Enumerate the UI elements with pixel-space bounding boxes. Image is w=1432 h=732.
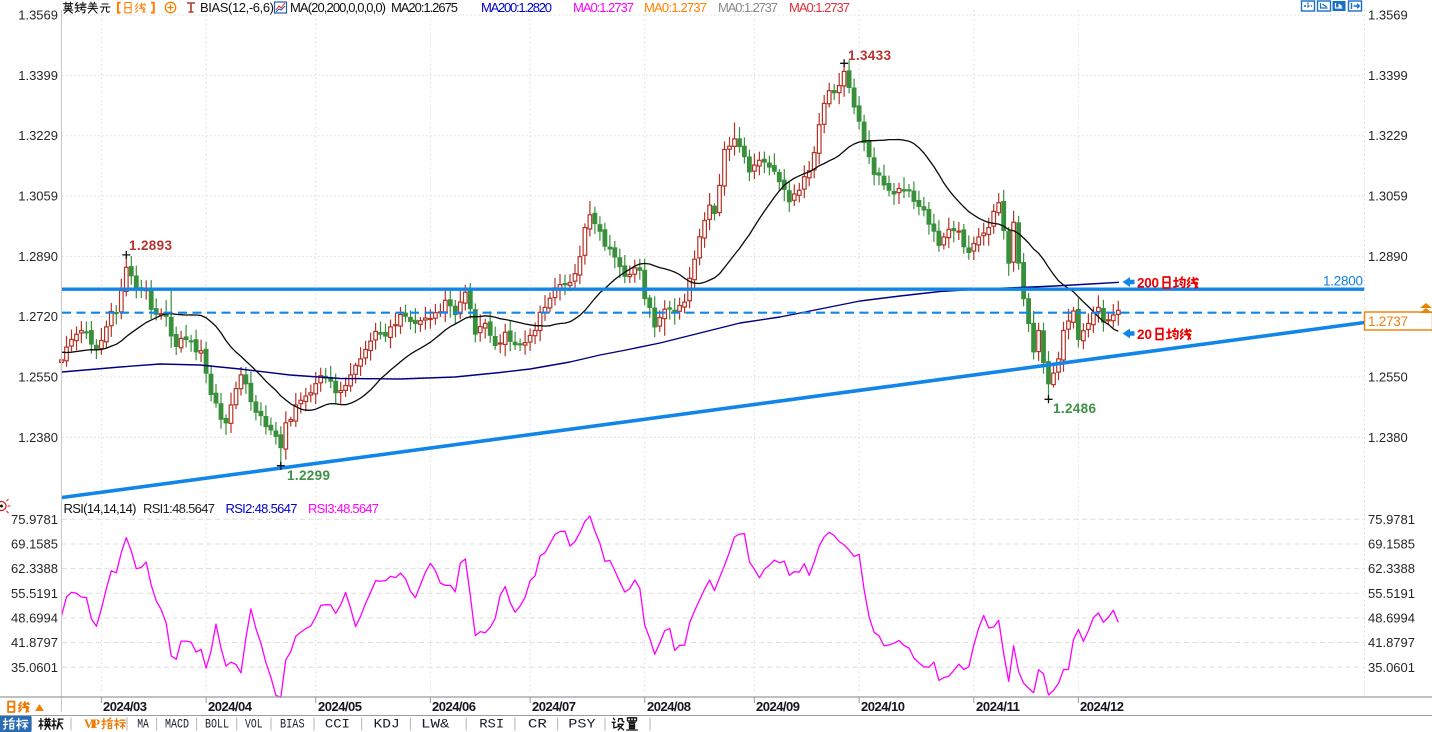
svg-text:1.2800: 1.2800 — [1323, 274, 1363, 289]
svg-text:1.2380: 1.2380 — [1368, 430, 1408, 445]
svg-text:PSY: PSY — [568, 717, 596, 732]
svg-text:35.0601: 35.0601 — [11, 660, 58, 675]
svg-text:MA20:1.2675: MA20:1.2675 — [391, 0, 458, 15]
svg-text:41.8797: 41.8797 — [11, 635, 58, 650]
svg-text:1.2737: 1.2737 — [1368, 314, 1408, 329]
svg-text:200: 200 — [1137, 276, 1159, 291]
svg-text:1.3229: 1.3229 — [1368, 128, 1408, 143]
svg-text:1.2380: 1.2380 — [18, 430, 58, 445]
svg-text:MACD: MACD — [165, 717, 189, 732]
svg-text:1.2550: 1.2550 — [1368, 370, 1408, 385]
svg-text:RSI2:48.5647: RSI2:48.5647 — [226, 501, 298, 516]
svg-text:2024/05: 2024/05 — [318, 699, 362, 714]
svg-text:KDJ: KDJ — [374, 717, 400, 732]
svg-text:2024/04: 2024/04 — [208, 699, 253, 714]
svg-text:1.3399: 1.3399 — [18, 68, 58, 83]
svg-text:2024/07: 2024/07 — [532, 699, 576, 714]
svg-text:MA(20,200,0,0,0,0): MA(20,200,0,0,0,0) — [290, 0, 386, 15]
svg-text:35.0601: 35.0601 — [1368, 660, 1415, 675]
svg-text:RSI1:48.5647: RSI1:48.5647 — [143, 501, 215, 516]
svg-text:2024/11: 2024/11 — [976, 699, 1020, 714]
svg-text:CR: CR — [528, 717, 547, 732]
svg-text:MA0:1.2737: MA0:1.2737 — [789, 0, 850, 15]
svg-text:LW&: LW& — [421, 717, 450, 732]
svg-text:BOLL: BOLL — [205, 717, 229, 732]
svg-text:2024/10: 2024/10 — [861, 699, 905, 714]
svg-text:1.2299: 1.2299 — [287, 468, 330, 483]
svg-text:RSI: RSI — [479, 717, 504, 732]
svg-text:69.1585: 69.1585 — [11, 537, 58, 552]
svg-text:RSI(14,14,14): RSI(14,14,14) — [64, 501, 137, 516]
svg-text:VIP: VIP — [84, 717, 100, 731]
svg-text:1.2486: 1.2486 — [1053, 401, 1096, 416]
svg-text:62.3388: 62.3388 — [11, 561, 58, 576]
svg-text:48.6994: 48.6994 — [11, 610, 58, 625]
svg-text:55.5191: 55.5191 — [1368, 586, 1415, 601]
svg-text:1.2550: 1.2550 — [18, 370, 58, 385]
svg-text:1.3059: 1.3059 — [18, 189, 58, 204]
svg-text:75.9781: 75.9781 — [11, 512, 58, 527]
svg-text:1.3569: 1.3569 — [1368, 8, 1408, 23]
svg-text:75.9781: 75.9781 — [1368, 512, 1415, 527]
svg-text:MA0:1.2737: MA0:1.2737 — [718, 0, 778, 15]
svg-text:41.8797: 41.8797 — [1368, 635, 1415, 650]
svg-text:VOL: VOL — [245, 717, 263, 732]
svg-text:1.2890: 1.2890 — [18, 249, 58, 264]
svg-text:MA: MA — [137, 717, 149, 732]
svg-text:2024/08: 2024/08 — [647, 699, 691, 714]
svg-text:1.3059: 1.3059 — [1368, 189, 1408, 204]
svg-text:1.3433: 1.3433 — [848, 48, 891, 63]
svg-text:CCI: CCI — [325, 717, 350, 732]
svg-text:1.2720: 1.2720 — [18, 309, 58, 324]
svg-text:RSI3:48.5647: RSI3:48.5647 — [308, 501, 379, 516]
svg-text:62.3388: 62.3388 — [1368, 561, 1415, 576]
svg-text:BIAS: BIAS — [280, 717, 305, 732]
svg-text:1.2893: 1.2893 — [129, 238, 172, 253]
svg-text:55.5191: 55.5191 — [11, 586, 58, 601]
svg-text:1.3399: 1.3399 — [1368, 68, 1408, 83]
svg-text:48.6994: 48.6994 — [1368, 610, 1415, 625]
svg-text:MA0:1.2737: MA0:1.2737 — [573, 0, 634, 15]
svg-text:2024/06: 2024/06 — [432, 699, 476, 714]
svg-text:2024/12: 2024/12 — [1080, 699, 1124, 714]
svg-text:20: 20 — [1137, 327, 1152, 342]
svg-text:2024/09: 2024/09 — [756, 699, 800, 714]
svg-text:1.2890: 1.2890 — [1368, 249, 1408, 264]
svg-text:69.1585: 69.1585 — [1368, 537, 1415, 552]
svg-text:MA200:1.2820: MA200:1.2820 — [481, 0, 552, 15]
svg-text:MA0:1.2737: MA0:1.2737 — [644, 0, 707, 15]
svg-text:2024/03: 2024/03 — [103, 699, 147, 714]
svg-text:BIAS(12,-6,6): BIAS(12,-6,6) — [200, 0, 274, 15]
svg-text:1.3229: 1.3229 — [18, 128, 58, 143]
svg-text:1.3569: 1.3569 — [18, 8, 58, 23]
